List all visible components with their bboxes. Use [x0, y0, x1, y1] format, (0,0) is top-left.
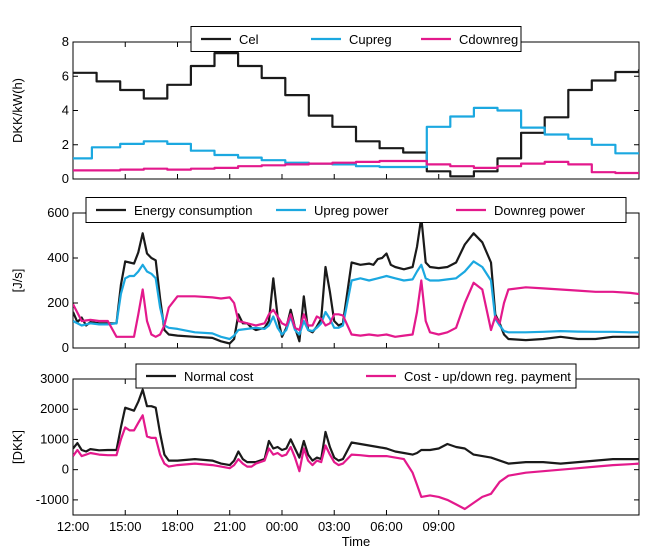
x-tick-label: 12:00	[57, 519, 90, 534]
panel-prices: 0 2 4 6 8 DKK/kW(h) Cel Cupreg Cdownreg	[10, 26, 640, 186]
y-tick-label: 8	[62, 34, 69, 49]
y-tick-label: 0	[62, 340, 69, 355]
y-tick-label: 200	[47, 295, 69, 310]
series-line-downreg-power	[73, 279, 639, 338]
legend: Cel Cupreg Cdownreg	[190, 26, 522, 52]
x-tick-label: 18:00	[161, 519, 194, 534]
series-line-cost-up-down-reg-payment	[73, 414, 639, 511]
x-tick-label: 15:00	[109, 519, 142, 534]
series-line-upreg-power	[73, 260, 639, 341]
y-tick-label: 3000	[40, 371, 69, 386]
y-tick-label: 600	[47, 205, 69, 220]
legend-label: Downreg power	[494, 203, 586, 218]
y-tick-label: 0	[62, 462, 69, 477]
legend-label: Upreg power	[314, 203, 389, 218]
series-line-cdownreg	[73, 159, 639, 175]
series-line-cel	[73, 52, 639, 178]
series-line-cupreg	[73, 106, 639, 169]
legend-box	[135, 363, 577, 389]
y-tick-label: -1000	[36, 492, 69, 507]
legend-label: Cdownreg	[459, 32, 518, 47]
y-tick-label: 4	[62, 103, 69, 118]
series-line-normal-cost	[73, 388, 639, 467]
x-tick-label: 00:00	[266, 519, 299, 534]
y-tick-label: 1000	[40, 431, 69, 446]
x-tick-label: 06:00	[370, 519, 403, 534]
panel-cost: -1000 0 1000 2000 3000 12:00 15:00 18:00 21:00 00…	[10, 363, 640, 534]
legend-box	[190, 26, 522, 52]
panel-power: 0 200 400 600 [J/s] Energy consumption Upreg p…	[10, 197, 640, 355]
y-tick-label: 6	[62, 68, 69, 83]
legend-label: Cupreg	[349, 32, 392, 47]
legend-box	[85, 197, 627, 223]
x-tick-label: 09:00	[422, 519, 455, 534]
legend: Energy consumption Upreg power Downreg pow…	[85, 197, 627, 223]
legend-label: Cost - up/down reg. payment	[404, 369, 571, 384]
x-tick-label: 21:00	[213, 519, 246, 534]
legend-label: Cel	[239, 32, 259, 47]
plot-frame	[72, 41, 640, 180]
x-axis-label: Time	[342, 534, 370, 546]
legend-label: Normal cost	[184, 369, 254, 384]
legend-label: Energy consumption	[134, 203, 253, 218]
y-tick-label: 0	[62, 171, 69, 186]
y-tick-label: 2	[62, 137, 69, 152]
legend: Normal cost Cost - up/down reg. payment	[135, 363, 577, 389]
x-tick-label: 03:00	[318, 519, 351, 534]
y-axis-label: [DKK]	[10, 430, 25, 464]
y-axis-label: [J/s]	[10, 269, 25, 293]
y-tick-label: 400	[47, 250, 69, 265]
y-axis-label: DKK/kW(h)	[10, 78, 25, 143]
y-tick-label: 2000	[40, 401, 69, 416]
